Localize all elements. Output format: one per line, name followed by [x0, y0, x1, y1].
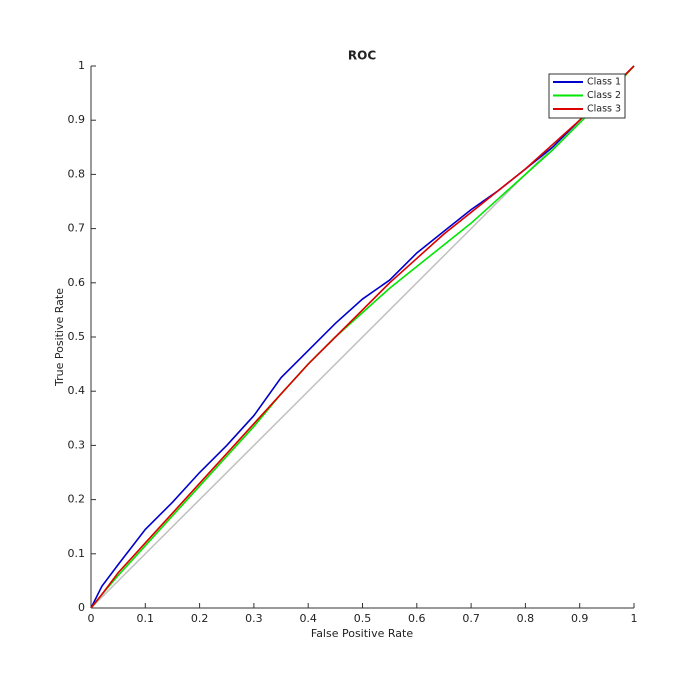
- roc-curve: [90, 65, 635, 609]
- chance-line: [90, 65, 635, 609]
- legend-label: Class 3: [587, 104, 621, 115]
- y-tick-label: 0.3: [68, 438, 86, 451]
- x-tick-label: 0.5: [354, 612, 372, 625]
- legend: Class 1 Class 2 Class 3: [548, 73, 626, 119]
- y-tick-label: 0.1: [68, 547, 86, 560]
- y-axis-label: True Positive Rate: [53, 288, 66, 387]
- y-tick-label: 0: [78, 601, 85, 614]
- y-tick-label: 0.2: [68, 493, 86, 506]
- x-tick-label: 0.6: [408, 612, 426, 625]
- roc-curve: [90, 65, 635, 609]
- roc-curve: [90, 65, 635, 609]
- y-tick-label: 0.9: [68, 113, 86, 126]
- x-tick-label: 0.3: [245, 612, 263, 625]
- x-tick-label: 0.4: [299, 612, 317, 625]
- y-tick-label: 0.6: [68, 276, 86, 289]
- x-tick-label: 0.1: [137, 612, 155, 625]
- legend-label: Class 1: [587, 77, 621, 88]
- x-tick-label: 0.9: [571, 612, 589, 625]
- y-tick-label: 0.4: [68, 384, 86, 397]
- y-tick-label: 1: [78, 59, 85, 72]
- y-tick-label: 0.8: [68, 167, 86, 180]
- y-tick-label: 0.7: [68, 222, 86, 235]
- x-tick-label: 0.8: [517, 612, 535, 625]
- x-tick-label: 0: [88, 612, 95, 625]
- x-tick-label: 0.2: [191, 612, 209, 625]
- x-axis-label: False Positive Rate: [311, 627, 413, 640]
- x-tick-label: 0.7: [462, 612, 480, 625]
- chart-title: ROC: [348, 49, 376, 63]
- y-tick-label: 0.5: [68, 330, 86, 343]
- legend-label: Class 2: [587, 90, 621, 101]
- x-tick-label: 1: [631, 612, 638, 625]
